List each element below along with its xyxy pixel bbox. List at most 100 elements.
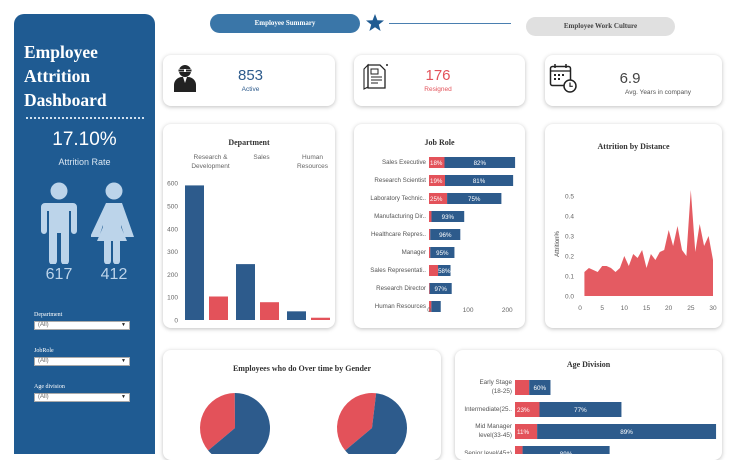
- bar-retained: [447, 193, 502, 204]
- kpi-active-label: Active: [241, 86, 260, 93]
- retained-pct-label: 77%: [574, 407, 587, 414]
- employee-icon: [174, 65, 196, 92]
- age-group-label: Mid Manager: [475, 423, 512, 430]
- chevron-down-icon: ▼: [121, 358, 126, 364]
- y-tick-label: 0: [174, 318, 178, 325]
- bar-retained: [529, 380, 551, 395]
- y-tick-label: 600: [167, 181, 178, 188]
- y-tick-label: 0.5: [565, 194, 574, 201]
- nav-connector: [389, 23, 511, 24]
- dashboard-title: Employee Attrition Dashboard: [24, 42, 107, 110]
- age-group-label: Senior level(45+): [464, 450, 512, 454]
- y-tick-label: 0.1: [565, 274, 574, 281]
- kpi-years-value: 6.9: [619, 70, 641, 87]
- y-tick-label: 400: [167, 226, 178, 233]
- attrition-rate-label: Attrition Rate: [58, 157, 111, 167]
- bar-retained: [522, 446, 610, 454]
- bar-retained: [430, 247, 455, 258]
- bar-resigned: [260, 302, 279, 320]
- filter-jobrole-select[interactable]: (All) ▼: [34, 357, 130, 366]
- bar-attrition: [515, 402, 540, 417]
- retained-pct-label: 75%: [468, 196, 481, 203]
- tab-employee-work-culture[interactable]: Employee Work Culture: [526, 17, 675, 36]
- filter-age-select[interactable]: (All) ▼: [34, 393, 130, 402]
- divider: [26, 117, 144, 119]
- star-icon: [366, 14, 384, 31]
- bar-attrition: [429, 211, 432, 222]
- kpi-active-value: 853: [237, 67, 264, 84]
- department-chart: 0 100 200 300 400 500 600 Research & Development…: [167, 154, 330, 325]
- bar-retained: [444, 175, 514, 186]
- chevron-down-icon: ▼: [121, 394, 126, 400]
- y-tick-label: 200: [167, 272, 178, 279]
- bar-attrition: [515, 424, 538, 439]
- y-tick-label: 0.0: [565, 294, 574, 301]
- bar-retained: [539, 402, 622, 417]
- kpi-resigned-card: 176 Resigned: [354, 55, 525, 106]
- retained-pct-label: 95%: [436, 250, 449, 257]
- pie-slice-no: [208, 393, 270, 454]
- attrition-rate-value: 17.10%: [52, 129, 117, 150]
- kpi-years-label: Avg. Years in company: [625, 89, 692, 96]
- y-tick-label: 100: [167, 295, 178, 302]
- x-tick-label: 10: [621, 305, 629, 312]
- x-tick-label: 30: [709, 305, 717, 312]
- female-count: 412: [100, 266, 128, 283]
- pie-slice-yes: [200, 393, 235, 451]
- category-label: Sales: [253, 154, 270, 161]
- distance-chart-title: Attrition by Distance: [597, 142, 670, 151]
- y-tick-label: 0.2: [565, 254, 574, 261]
- jobrole-chart: Sales Executive 18% 82% Research Scientist 1…: [370, 157, 516, 314]
- bar-retained: [431, 211, 465, 222]
- x-tick-label: 5: [600, 305, 604, 312]
- bar-resigned: [311, 317, 330, 320]
- overtime-pie-chart: [200, 393, 407, 454]
- jobrole-chart-card: Job Role Sales Executive 18% 82% Research S…: [354, 124, 525, 328]
- x-tick-label: 0: [578, 305, 582, 312]
- bar-retained: [430, 229, 461, 240]
- age-group-label: Early Stage: [479, 379, 512, 386]
- retained-pct-label: 58%: [438, 268, 451, 275]
- bar-attrition: [515, 380, 530, 395]
- pie-slice-no: [345, 393, 407, 454]
- x-tick-label: 15: [643, 305, 651, 312]
- male-icon: [41, 182, 77, 264]
- attrition-area: [584, 190, 713, 296]
- x-tick-label: 20: [665, 305, 673, 312]
- attrition-pct-label: 19%: [430, 178, 443, 185]
- bar-retained: [429, 283, 452, 294]
- kpi-resigned-label: Resigned: [424, 86, 452, 93]
- tab-employee-summary[interactable]: Employee Summary: [210, 14, 360, 33]
- job-role-label: Sales Executive: [382, 159, 427, 166]
- bar-attrition: [429, 229, 431, 240]
- jobrole-chart-title: Job Role: [424, 138, 455, 147]
- kpi-years-card: 6.9 Avg. Years in company: [545, 55, 722, 106]
- filter-department-select[interactable]: (All) ▼: [34, 321, 130, 330]
- attrition-pct-label: 11%: [517, 429, 530, 436]
- chevron-down-icon: ▼: [121, 322, 126, 328]
- job-role-label: Laboratory Technic..: [370, 195, 426, 202]
- job-role-label: Healthcare Repres..: [371, 231, 426, 238]
- bar-retained: [431, 301, 441, 312]
- job-role-label: Research Director: [376, 285, 426, 292]
- y-tick-label: 500: [167, 203, 178, 210]
- retained-pct-label: 60%: [534, 385, 547, 392]
- resignation-document-icon: [363, 63, 388, 90]
- job-role-label: Manufacturing Dir..: [374, 213, 426, 220]
- bar-active: [287, 311, 306, 320]
- bar-active: [236, 264, 255, 320]
- job-role-label: Human Resources: [375, 303, 426, 310]
- category-label: Resources: [297, 163, 329, 170]
- kpi-active-card: 853 Active: [163, 55, 335, 106]
- distance-chart-card: Attrition by Distance 0.0 0.1 0.2 0.3 0.4 0.5…: [545, 124, 722, 328]
- bar-attrition: [429, 193, 448, 204]
- category-label: Human: [302, 154, 323, 161]
- filter-jobrole-label: JobRole: [34, 348, 54, 354]
- category-label: Development: [191, 163, 229, 170]
- attrition-pct-label: 25%: [430, 196, 443, 203]
- bar-attrition: [429, 247, 431, 258]
- age-group-label: level(33-45): [479, 432, 512, 439]
- attrition-pct-label: 18%: [430, 160, 443, 167]
- overtime-chart-card: Employees who do Over time by Gender: [163, 350, 441, 460]
- bar-retained: [537, 424, 717, 439]
